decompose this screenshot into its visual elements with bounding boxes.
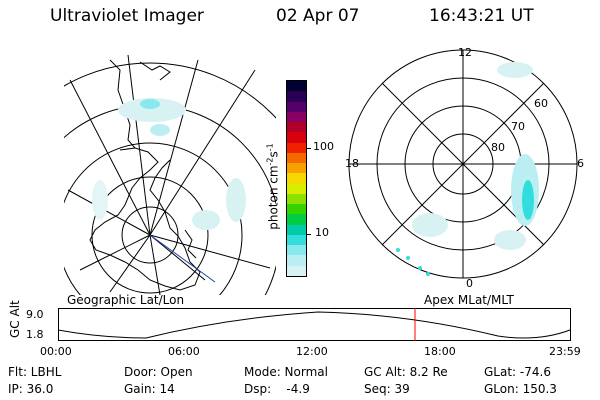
aurora-emission [497,62,533,78]
mlt-label-right: 6 [577,157,584,170]
mlt-label-top: 12 [458,46,472,59]
lon-line [109,234,151,293]
colorbar-unit-mid: s [266,151,281,158]
seq-status: Seq: 39 [364,382,410,396]
lon-line [149,59,199,236]
colorbar-cell [287,214,306,226]
colorbar-cell [287,173,306,185]
aurora-emission [494,230,526,250]
altitude-xtick: 23:59 [549,345,581,358]
altitude-plot-frame [58,308,571,341]
colorbar-tick [307,234,311,235]
colorbar-cell [287,245,306,257]
colorbar-tick-label: 10 [315,226,329,239]
colorbar-unit-sup: -2 [265,157,275,166]
glat-status: GLat: -74.6 [484,365,551,379]
aurora-dot [418,266,422,270]
lon-line [69,79,151,236]
door-status: Door: Open [124,365,193,379]
aurora-emission [192,210,220,230]
altitude-xtick: 00:00 [40,345,72,358]
colorbar-cell [287,142,306,154]
colorbar-cell [287,101,306,113]
colorbar-cell [287,204,306,216]
coast-outline [139,61,171,81]
instrument-title: Ultraviolet Imager [50,6,204,26]
altitude-xtick: 06:00 [168,345,200,358]
glon-status: GLon: 150.3 [484,382,557,396]
mlat-label-70: 70 [511,120,525,133]
altitude-plot [58,308,571,341]
altitude-curve [58,311,571,339]
right-panel-caption: Apex MLat/MLT [424,293,514,307]
aurora-emission [92,180,108,220]
lon-line [127,54,151,236]
gc-alt-status: GC Alt: 8.2 Re [364,365,448,379]
lon-line [67,189,151,236]
lat-circle [64,142,243,295]
ip-status: IP: 36.0 [8,382,54,396]
colorbar-cell [287,91,306,103]
dsp-status: Dsp: -4.9 [244,382,310,396]
lon-line [149,69,256,236]
aurora-emission [150,124,170,136]
altitude-ylabel: GC Alt [8,300,22,338]
date-label: 02 Apr 07 [276,6,360,26]
altitude-xtick: 12:00 [296,345,328,358]
aurora-emission [140,99,160,109]
aurora-emission [522,180,534,220]
lat-circle [64,62,276,119]
coast-outline [184,229,197,259]
filter-status: Flt: LBHL [8,365,62,379]
geographic-map [64,54,276,295]
track-line [149,234,216,283]
mode-status: Mode: Normal [244,365,328,379]
colorbar-cell [287,255,306,267]
colorbar-unit-label: photon cm-2s-1 [266,112,281,262]
colorbar-tick [307,148,311,149]
lon-line [79,234,151,271]
colorbar [286,80,307,277]
lon-line [149,234,161,295]
gain-status: Gain: 14 [124,382,175,396]
mlt-label-bottom: 0 [466,277,473,290]
left-panel-caption: Geographic Lat/Lon [67,293,185,307]
lon-line [149,234,206,281]
time-label: 16:43:21 UT [429,6,534,26]
aurora-emission [226,178,246,222]
colorbar-unit-main: photon cm [266,165,281,230]
aurora-dot [426,272,430,276]
colorbar-cell [287,193,306,206]
lat-circle [121,206,179,264]
colorbar-cell [287,183,306,195]
mlt-diagonal [381,82,545,246]
colorbar-cell [287,163,306,175]
aurora-dot [406,256,410,260]
antarctica-outline [89,147,201,291]
colorbar-tick-label: 100 [313,140,334,153]
colorbar-cell [287,224,306,236]
colorbar-cell [287,234,306,247]
aurora-dot [396,248,400,252]
aurora-emission [118,98,186,122]
colorbar-unit-sup: -1 [265,143,275,152]
colorbar-cell [287,265,306,276]
colorbar-cell [287,132,306,144]
altitude-ytick: 1.8 [26,328,44,341]
mlat-label-60: 60 [534,97,548,110]
altitude-xtick: 18:00 [424,345,456,358]
altitude-ytick: 9.0 [26,308,44,321]
mlat-label-80: 80 [491,141,505,154]
colorbar-cell [287,122,306,134]
colorbar-cell [287,111,306,124]
lon-line [149,234,271,269]
polar-plot [348,49,578,279]
colorbar-cell [287,81,306,93]
colorbar-cell [287,152,306,165]
mlt-label-left: 18 [345,157,359,170]
aurora-emission [412,213,448,237]
